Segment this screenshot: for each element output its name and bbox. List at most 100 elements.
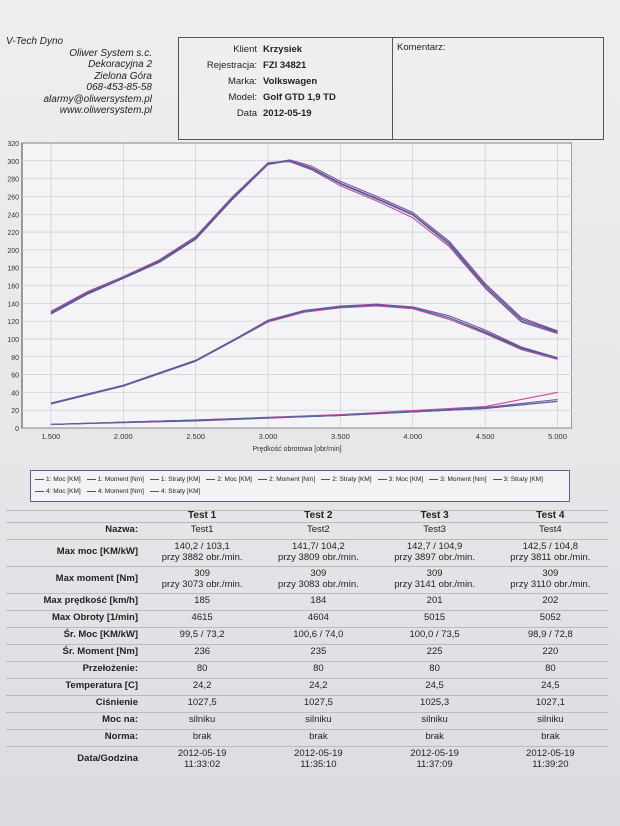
legend-item: 1: Moment [Nm] (86, 473, 144, 485)
y-tick-label: 120 (7, 319, 19, 326)
legend-swatch (86, 490, 96, 492)
table-row: Moc na: silniku silniku silniku silniku (6, 711, 608, 729)
table-cell: 1027,1 (492, 694, 608, 712)
table-cell: 202 (492, 592, 608, 610)
y-tick-label: 80 (11, 355, 19, 362)
table-row: Śr. Moment [Nm] 236 235 225 220 (6, 643, 608, 661)
legend-label: 3: Moment [Nm] (440, 475, 487, 483)
legend-label: 1: Moc [KM] (46, 475, 81, 483)
table-row: Max moment [Nm] 309 przy 3073 obr./min. 309… (6, 565, 608, 593)
legend-label: 4: Straty [KM] (160, 487, 201, 495)
column-header: Test 4 (492, 510, 608, 522)
table-cell: Test1 (144, 521, 261, 539)
info-label: Klient (233, 43, 257, 55)
legend-swatch (86, 478, 96, 480)
row-label: Max moc [KM/kW] (6, 538, 144, 566)
table-cell: 309 przy 3083 obr./min. (260, 565, 377, 593)
legend-item: 2: Straty [KM] (321, 473, 372, 485)
legend-swatch (149, 478, 159, 480)
table-cell: 2012-05-19 11:35:10 (260, 745, 377, 773)
company-line: V-Tech Dyno (6, 36, 64, 47)
table-cell: 24,5 (376, 677, 493, 695)
y-tick-label: 200 (7, 248, 19, 255)
x-tick-label: 4.000 (403, 432, 422, 441)
table-cell: 309 przy 3110 obr./min. (492, 565, 608, 593)
table-cell: 142,5 / 104,8 przy 3811 obr./min. (492, 538, 608, 566)
legend-label: 3: Moc [KM] (388, 475, 424, 483)
legend-label: 1: Moment [Nm] (97, 475, 144, 483)
legend-item: 4: Straty [KM] (149, 485, 201, 497)
table-header-row: Test 1 Test 2 Test 3 Test 4 (6, 510, 608, 522)
legend-swatch (321, 478, 331, 480)
table-cell: Test4 (492, 521, 608, 539)
table-cell: 309 przy 3141 obr./min. (376, 565, 493, 593)
column-header: Test 1 (144, 510, 261, 522)
x-tick-label: 3.000 (259, 432, 278, 441)
legend-label: 4: Moc [KM] (46, 487, 81, 495)
row-label: Max moment [Nm] (6, 565, 144, 593)
table-cell: 1025,3 (376, 694, 493, 712)
table-cell: 100,0 / 73,5 (376, 626, 493, 644)
row-label: Max prędkość [km/h] (6, 592, 144, 610)
table-cell: 24,5 (492, 677, 608, 695)
table-cell: 99,5 / 73,2 (144, 626, 261, 644)
legend-item: 4: Moc [KM] (35, 485, 81, 497)
y-tick-label: 20 (11, 408, 19, 415)
column-header (6, 510, 144, 522)
info-value: Golf GTD 1,9 TD (263, 91, 336, 103)
row-label: Temperatura [C] (6, 677, 144, 695)
table-cell: silniku (492, 711, 608, 729)
table-row: Ciśnienie 1027,5 1027,5 1025,3 1027,1 (6, 694, 608, 712)
x-tick-label: 2.500 (186, 432, 205, 441)
company-line: Dekoracyjna 2 (88, 59, 152, 70)
table-cell: 235 (260, 643, 377, 661)
info-row-date: Data 2012-05-19 (179, 105, 392, 121)
table-cell: 4615 (144, 609, 261, 627)
table-cell: 98,9 / 72,8 (492, 626, 608, 644)
y-tick-label: 320 (7, 141, 19, 148)
table-cell: brak (492, 728, 608, 746)
legend-item: 3: Straty [KM] (492, 473, 543, 485)
legend-label: 2: Straty [KM] (332, 475, 372, 483)
y-tick-label: 40 (11, 390, 19, 397)
table-cell: 80 (144, 660, 261, 678)
table-cell: 184 (260, 592, 377, 610)
table-cell: 220 (492, 643, 608, 661)
x-tick-label: 1.500 (42, 432, 61, 441)
table-cell: 5052 (492, 609, 608, 627)
table-cell: 201 (376, 592, 493, 610)
table-cell: 2012-05-19 11:33:02 (144, 745, 261, 773)
company-line: www.oliwersystem.pl (59, 105, 152, 116)
y-tick-label: 140 (7, 301, 19, 308)
x-axis-label: Prędkość obrotowa [obr/min] (252, 446, 341, 453)
table-row: Nazwa: Test1 Test2 Test3 Test4 (6, 521, 608, 539)
row-label: Norma: (6, 728, 144, 746)
table-cell: 309 przy 3073 obr./min. (144, 565, 261, 593)
y-tick-label: 160 (7, 284, 19, 291)
x-tick-label: 5.000 (548, 432, 567, 441)
table-cell: 225 (376, 643, 493, 661)
vehicle-fields: Klient Krzysiek Rejestracja: FZI 34821 Mar… (179, 38, 393, 139)
table-cell: silniku (144, 711, 261, 729)
chart-legend: 1: Moc [KM] 1: Moment [Nm] 1: Straty [KM] 2… (30, 470, 570, 502)
table-cell: brak (260, 728, 377, 746)
series-line (50, 400, 558, 425)
info-row-registration: Rejestracja: FZI 34821 (179, 57, 392, 73)
table-cell: 100,6 / 74,0 (260, 626, 377, 644)
legend-item: 1: Moc [KM] (35, 473, 81, 485)
company-line: 068-453-85-58 (86, 82, 152, 93)
y-tick-label: 180 (7, 266, 19, 273)
y-tick-label: 60 (11, 373, 19, 380)
vehicle-info-box: Klient Krzysiek Rejestracja: FZI 34821 Mar… (178, 37, 604, 140)
table-cell: 4604 (260, 609, 377, 627)
legend-swatch (149, 490, 159, 492)
table-cell: 1027,5 (144, 694, 261, 712)
row-label: Data/Godzina (6, 745, 144, 773)
series-line (50, 304, 558, 405)
table-cell: 236 (144, 643, 261, 661)
table-cell: 2012-05-19 11:37:09 (376, 745, 493, 773)
table-row: Max moc [KM/kW] 140,2 / 103,1 przy 3882 ob… (6, 538, 608, 566)
table-row: Temperatura [C] 24,2 24,2 24,5 24,5 (6, 677, 608, 695)
table-cell: 24,2 (144, 677, 261, 695)
